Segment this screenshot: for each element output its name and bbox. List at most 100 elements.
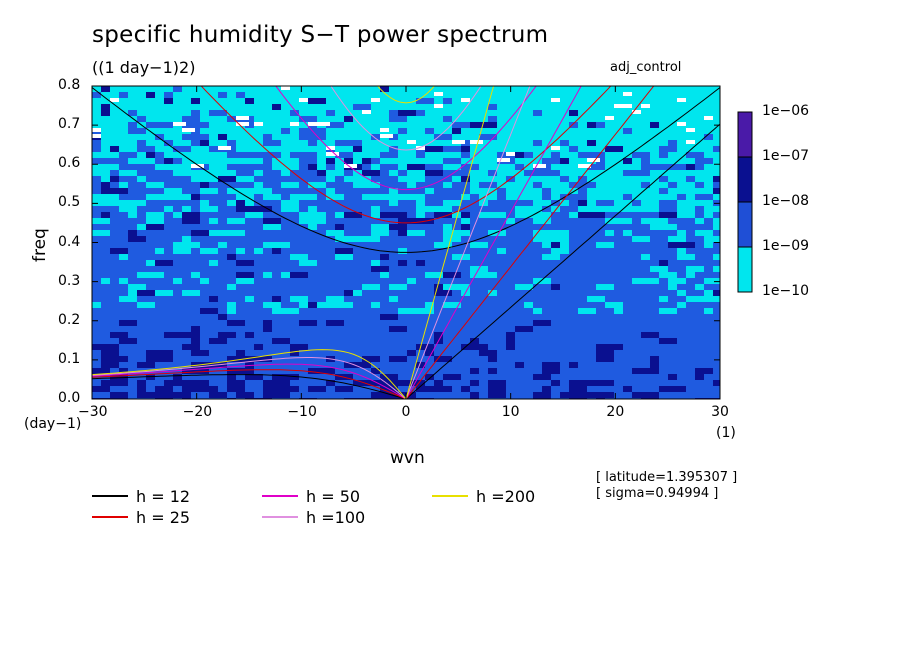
field-cell	[110, 98, 123, 102]
colorbar-swatch	[737, 246, 753, 293]
field-cell	[497, 212, 506, 218]
field-cell	[236, 260, 254, 266]
field-cell	[605, 344, 623, 350]
field-cell	[551, 140, 560, 146]
field-cell	[479, 110, 497, 116]
field-cell	[479, 98, 488, 104]
field-cell	[551, 242, 560, 248]
kelvin-curve	[405, 86, 495, 399]
field-cell	[110, 362, 119, 368]
field-cell	[164, 104, 173, 110]
legend-line	[92, 495, 128, 497]
field-cell	[479, 350, 488, 356]
field-cell	[236, 272, 254, 278]
field-cell	[182, 164, 191, 170]
field-cell	[182, 368, 200, 374]
field-cell	[551, 194, 560, 200]
legend-label: h =100	[306, 508, 366, 527]
field-cell	[452, 152, 461, 158]
field-cell	[200, 230, 209, 236]
field-cell	[110, 86, 128, 92]
field-cell	[344, 98, 353, 104]
field-cell	[668, 134, 677, 140]
field-cell	[560, 116, 578, 122]
field-cell	[470, 392, 479, 398]
field-cell	[668, 194, 677, 200]
field-cell	[569, 212, 578, 218]
field-cell	[218, 140, 227, 146]
field-cell	[479, 116, 488, 122]
field-cell	[380, 128, 393, 132]
field-cell	[317, 92, 326, 98]
rossby-curve	[92, 369, 407, 399]
field-cell	[164, 98, 173, 104]
field-cell	[650, 86, 659, 92]
field-cell	[101, 164, 110, 170]
field-cell	[182, 242, 200, 248]
field-cell	[470, 272, 488, 278]
field-cell	[119, 278, 128, 284]
field-cell	[488, 386, 506, 392]
field-cell	[398, 308, 416, 314]
field-cell	[353, 122, 362, 128]
field-cell	[92, 230, 110, 236]
field-cell	[173, 332, 191, 338]
y-tick-label: 0.1	[58, 350, 81, 367]
field-cell	[542, 362, 560, 368]
field-cell	[326, 170, 344, 176]
field-cell	[470, 110, 479, 116]
field-cell	[281, 338, 290, 344]
field-cell	[146, 194, 155, 200]
field-cell	[209, 218, 218, 224]
field-cell	[470, 116, 479, 122]
field-cell	[164, 128, 173, 134]
x-tick-label: −10	[287, 404, 317, 420]
field-cell	[488, 290, 497, 296]
field-cell	[713, 140, 720, 146]
field-cell	[335, 158, 344, 164]
field-cell	[164, 86, 173, 92]
field-cell	[110, 392, 119, 398]
field-cell	[479, 152, 497, 158]
colorbar-level-label: 1e−09	[762, 238, 810, 254]
y-tick-label: 0.4	[58, 233, 81, 250]
field-cell	[146, 128, 164, 134]
field-cell	[713, 128, 720, 134]
field-cell	[596, 140, 605, 146]
field-cell	[236, 278, 254, 284]
field-cell	[101, 356, 110, 362]
field-cell	[677, 200, 686, 206]
field-cell	[614, 188, 623, 194]
field-cell	[182, 140, 191, 146]
field-cell	[551, 206, 560, 212]
field-cell	[524, 104, 533, 110]
field-cell	[587, 176, 605, 182]
field-cell	[686, 164, 695, 170]
field-cell	[569, 386, 587, 392]
field-cell	[668, 224, 677, 230]
field-cell	[227, 368, 236, 374]
field-cell	[650, 140, 668, 146]
field-cell	[704, 110, 720, 116]
field-cell	[542, 212, 551, 218]
field-cell	[380, 158, 398, 164]
field-cell	[335, 86, 344, 92]
field-cell	[650, 152, 659, 158]
field-cell	[173, 110, 182, 116]
field-cell	[524, 140, 533, 146]
field-cell	[146, 116, 155, 122]
field-cell	[470, 128, 479, 134]
field-cell	[443, 182, 452, 188]
field-cell	[668, 86, 677, 92]
field-cell	[497, 248, 506, 254]
field-cell	[677, 98, 690, 102]
field-cell	[281, 164, 290, 170]
field-cell	[434, 158, 443, 164]
field-cell	[506, 152, 519, 156]
field-cell	[236, 248, 245, 254]
field-cell	[596, 284, 614, 290]
field-cell	[515, 116, 524, 122]
field-cell	[704, 296, 720, 302]
field-cell	[533, 236, 551, 242]
field-cell	[281, 308, 299, 314]
